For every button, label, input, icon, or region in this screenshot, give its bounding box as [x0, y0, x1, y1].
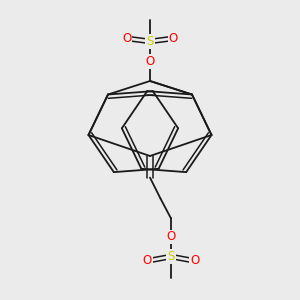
Text: S: S: [167, 250, 175, 263]
Text: O: O: [167, 230, 176, 244]
Text: S: S: [146, 35, 154, 48]
Text: O: O: [146, 55, 154, 68]
Text: O: O: [142, 254, 152, 268]
Text: O: O: [169, 32, 178, 45]
Text: O: O: [122, 32, 131, 45]
Text: O: O: [190, 254, 200, 268]
